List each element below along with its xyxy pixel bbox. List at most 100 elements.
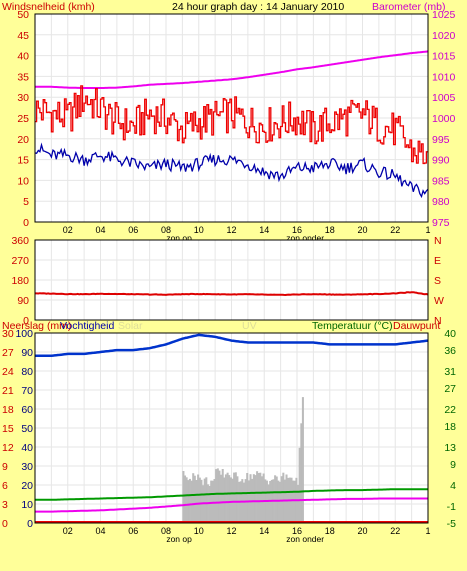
barometer-axis-title: Barometer (mb)	[372, 1, 446, 13]
solar-bar	[229, 477, 232, 523]
solar-bar	[188, 478, 191, 523]
plot-border	[34, 13, 429, 223]
x-tick-label: 22	[390, 526, 400, 536]
solar-bar	[218, 470, 221, 523]
rain-tick-label: 15	[2, 423, 14, 435]
solar-bar	[298, 447, 301, 523]
x-tick-label: 22	[390, 225, 400, 235]
barometer-tick-label: 1005	[432, 92, 456, 104]
x-tick-label: 08	[161, 526, 171, 536]
rain-tick-label: 9	[2, 461, 8, 473]
solar-bar	[213, 479, 216, 523]
solar-bar	[205, 477, 208, 523]
rain-axis-title: Neerslag (mm)	[2, 320, 71, 332]
solar-bar	[220, 474, 223, 523]
rain-tick-label: 12	[2, 442, 14, 454]
wind-tick-label: 25	[17, 113, 29, 125]
solar-bar	[285, 474, 288, 523]
wind-tick-label: 35	[17, 71, 29, 83]
barometer-tick-label: 975	[432, 217, 450, 229]
rain-tick-label: 18	[2, 404, 14, 416]
solar-bar	[236, 476, 239, 523]
x-tick-label: 12	[226, 225, 236, 235]
x-tick-label: 04	[95, 526, 105, 536]
solar-bar	[200, 479, 203, 523]
rain-tick-label: 30	[2, 328, 14, 340]
x-tick-label: 16	[292, 526, 302, 536]
x-tick-label: 10	[194, 225, 204, 235]
humidity-axis-title: Vochtigheid	[60, 320, 114, 332]
solar-bar	[197, 474, 200, 523]
rain-tick-label: 21	[2, 385, 14, 397]
solar-bar	[234, 472, 237, 523]
temperature-tick-label: 22	[444, 404, 456, 416]
solar-bar	[184, 475, 187, 523]
sunset-label: zon onder	[286, 534, 324, 544]
solar-bar	[243, 482, 246, 523]
dewpoint-line	[35, 497, 428, 513]
solar-bar	[267, 484, 270, 523]
wind-barometer-panel: 0510152025303540455097598098599099510001…	[17, 9, 455, 243]
barometer-tick-label: 985	[432, 175, 450, 187]
humidity-tick-label: 10	[21, 499, 33, 511]
wind-tick-label: 50	[17, 9, 29, 21]
x-tick-label: 06	[128, 526, 138, 536]
barometer-tick-label: 1010	[432, 71, 456, 83]
wind-avg-line	[34, 142, 429, 199]
temperature-tick-label: -5	[447, 518, 456, 530]
barometer-tick-label: 1025	[432, 9, 456, 21]
temperature-line	[35, 488, 428, 501]
humidity-tick-label: 90	[21, 347, 33, 359]
solar-bar	[293, 480, 296, 523]
solar-bar	[210, 480, 213, 523]
temperature-tick-label: 18	[444, 421, 456, 433]
humidity-tick-label: 60	[21, 404, 33, 416]
x-tick-label: 10	[194, 526, 204, 536]
barometer-tick-label: 1015	[432, 51, 456, 63]
temperature-tick-label: 40	[444, 328, 456, 340]
humidity-tick-label: 0	[27, 518, 33, 530]
temperature-tick-label: 27	[444, 383, 456, 395]
x-tick-label: 04	[95, 225, 105, 235]
solar-bar	[261, 476, 264, 523]
direction-tick-label: 360	[11, 235, 29, 247]
x-tick-label: 14	[259, 225, 269, 235]
solar-bar	[279, 481, 282, 523]
solar-bar	[297, 485, 300, 523]
direction-letter-label: E	[434, 255, 441, 267]
solar-bar	[262, 473, 265, 523]
solar-bar	[185, 477, 188, 523]
solar-bar	[193, 475, 196, 523]
direction-tick-label: 180	[11, 275, 29, 287]
solar-bar	[187, 480, 190, 523]
barometer-tick-label: 995	[432, 134, 450, 146]
humidity-tick-label: 30	[21, 461, 33, 473]
barometer-tick-label: 1020	[432, 30, 456, 42]
direction-letter-label: N	[434, 235, 442, 247]
humidity-tick-label: 40	[21, 442, 33, 454]
wind-direction-line	[35, 291, 429, 297]
solar-bar	[256, 471, 259, 523]
solar-bar	[223, 477, 226, 523]
solar-bar	[300, 423, 303, 523]
x-tick-label: 06	[128, 225, 138, 235]
barometer-tick-label: 980	[432, 196, 450, 208]
humidity-tick-label: 20	[21, 480, 33, 492]
solar-bar	[226, 472, 229, 523]
solar-bar	[274, 475, 277, 523]
barometer-tick-label: 990	[432, 155, 450, 167]
solar-bar	[215, 469, 218, 523]
solar-bar	[208, 486, 211, 523]
temperature-tick-label: -1	[447, 501, 456, 513]
sunrise-label: zon op	[166, 233, 192, 243]
wind-tick-label: 10	[17, 175, 29, 187]
sunset-label: zon onder	[286, 233, 324, 243]
x-tick-label: 14	[259, 526, 269, 536]
rain-tick-label: 3	[2, 499, 8, 511]
solar-bar	[192, 473, 195, 523]
temperature-tick-label: 36	[444, 345, 456, 357]
solar-bar	[216, 468, 219, 523]
humidity-line	[35, 333, 429, 358]
humidity-tick-label: 50	[21, 423, 33, 435]
